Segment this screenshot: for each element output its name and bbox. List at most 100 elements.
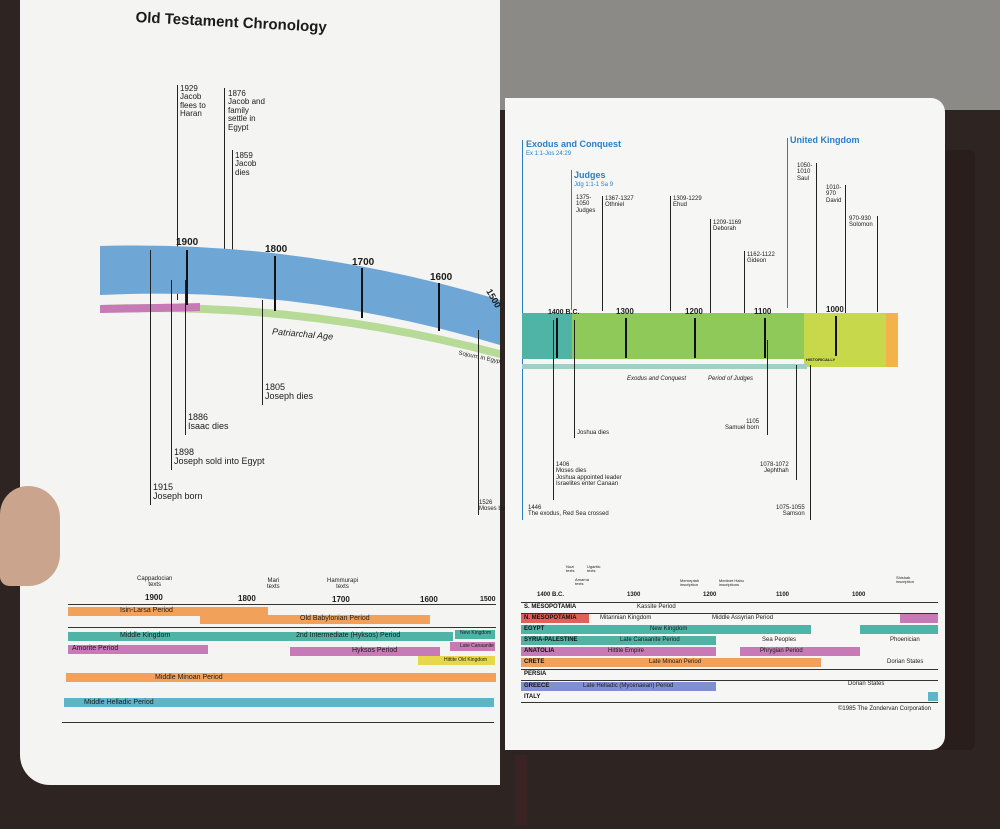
exodus-period-label: Exodus and Conquest [627,376,687,382]
sea-peoples-label: Sea Peoples [762,637,797,643]
kingdom-line [787,138,788,308]
amorite-label: Amorite Period [72,645,119,652]
new-kingdom-right-label: New Kingdom [650,626,688,632]
thumb [0,486,60,586]
bottom-year: 1800 [238,594,256,603]
old-babylonian-band [200,615,430,624]
dorian-states-label: Dorian States [887,659,924,665]
event-line [177,85,178,300]
kassite-label: Kassite Period [637,604,676,610]
row-crete: CRETE [524,659,545,665]
nuzi-texts: Nuzi texts [566,564,575,574]
copyright: ©1985 The Zondervan Corporation [838,706,932,712]
year-1700: 1700 [352,257,375,268]
shishak-inscription: Shishak inscription [896,575,915,585]
late-minoan-label: Late Minoan Period [649,659,702,665]
event-jacob-settles: 1876 Jacob and family settle in Egypt [228,89,265,132]
syria-band [521,636,716,645]
chart-line [62,722,494,723]
year-1300: 1300 [616,307,634,316]
event-othniel: 1367-1327 Othniel [605,196,634,209]
row-line [521,613,938,614]
event-exodus: 1446 The exodus, Red Sea crossed [528,505,609,518]
event-samson: 1075-1055 Samson [776,505,805,518]
year-1100: 1100 [754,307,772,316]
bottom-year: 1900 [145,593,163,602]
judges-ref: Jdg 1:1-1 Sa 9 [574,182,614,188]
row-line [521,702,938,703]
bottom-year: 1700 [332,595,350,604]
event-line [262,300,263,405]
row-line [521,680,938,681]
event-line [150,250,151,505]
middle-kingdom-label: Middle Kingdom [120,632,171,639]
year-tick [361,268,363,318]
bottom-year: 1000 [852,592,866,598]
judges-line [571,170,572,310]
year-tick [274,256,276,311]
dorian-states-greece-label: Dorian States [848,681,885,687]
event-line [553,320,554,500]
event-jacob-flees: 1929 Jacob flees to Haran [180,84,206,119]
year-1000: 1000 [826,305,844,314]
anatolia-band [521,647,716,656]
amorite-band [68,645,208,654]
row-anatolia: ANATOLIA [524,648,555,654]
exodus-ref: Ex 1:1-Jos 24:29 [526,151,572,157]
exodus-title: Exodus and Conquest [526,139,622,149]
late-canaanite-band [450,642,495,651]
row-line [521,669,938,670]
event-line [816,163,817,313]
phrygian-label: Phrygian Period [760,648,803,654]
year-tick [764,318,766,358]
mitannian-label: Mitannian Kingdom [600,615,652,621]
event-saul: 1050- 1010 Saul [797,163,813,182]
row-s-mesopotamia: S. MESOPOTAMIA [524,604,577,610]
event-line [185,280,186,435]
kingdom-band-end [886,313,898,367]
late-canaanite-label: Late Canaanite [460,643,494,649]
wall-background [480,0,1000,110]
bottom-year: 1500 [480,596,496,603]
chart-line [521,602,938,603]
isin-larsa-band [68,607,268,616]
judges-band-teal [522,313,572,359]
event-judges: 1375- 1050 Judges [576,195,596,214]
egypt-band [521,625,811,634]
teal-stripe [522,364,807,369]
event-line [478,330,479,515]
phoenician-label: Phoenician [890,637,920,643]
hyksos-intermediate-label: 2nd Intermediate (Hyksos) Period [296,632,401,639]
row-italy: ITALY [524,694,541,700]
bottom-year: 1300 [627,592,641,598]
crete-band [521,658,821,667]
event-line [767,340,768,435]
year-1800: 1800 [265,244,288,255]
kingdom-title: United Kingdom [790,135,860,145]
event-line [796,365,797,480]
ugaritic-texts: Ugaritic texts [587,564,601,574]
event-line [877,216,878,312]
middle-minoan-band [66,673,496,682]
event-solomon: 970-930 Solomon [849,216,873,229]
late-canaanite-right-label: Late Canaanite Period [620,637,680,643]
event-line [224,88,225,278]
year-tick [835,316,837,356]
assyrian-band [900,614,938,623]
middle-kingdom-band [68,632,273,641]
event-line [744,251,745,341]
event-david: 1010- 970 David [826,185,842,204]
phrygian-band [740,647,860,656]
hammurapi-texts: Hammurapi texts [327,578,359,591]
event-line [710,219,711,339]
row-n-mesopotamia: N. MESOPOTAMIA [524,615,577,621]
event-isaac-dies: 1886 Isaac dies [188,412,229,432]
medinet-habu-inscriptions: Medinet Habu inscriptions [719,578,744,588]
year-tick [556,318,558,358]
event-line [602,196,603,311]
row-syria-palestine: SYRIA-PALESTINE [524,637,578,643]
cappadocian-texts: Cappadocian texts [137,576,173,589]
event-jacob-dies: 1859 Jacob dies [235,151,257,177]
event-moses-dies: 1406 Moses dies Joshua appointed leader … [556,462,622,487]
event-line [810,365,811,520]
